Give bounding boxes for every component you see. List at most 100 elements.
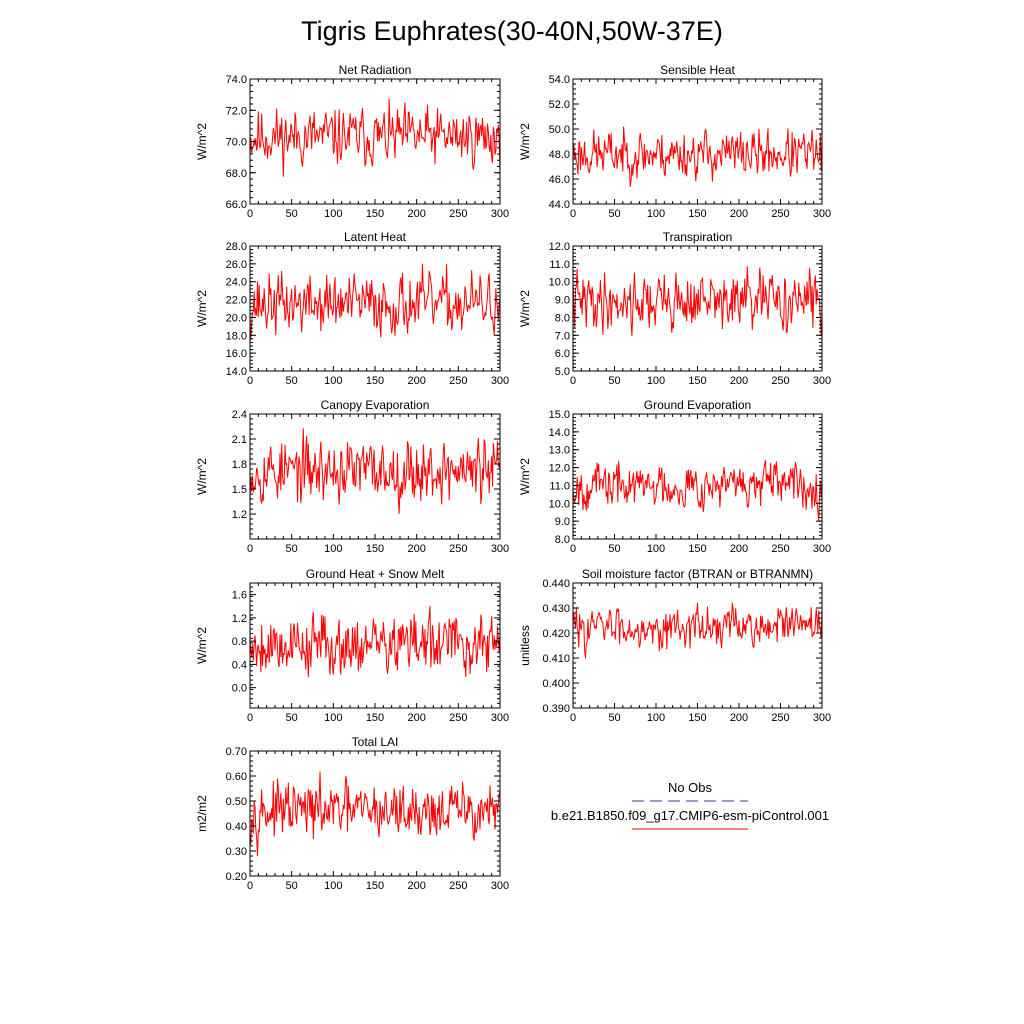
y-tick-label: 68.0 — [226, 168, 247, 180]
legend-model-label: b.e21.B1850.f09_g17.CMIP6-esm-piControl.… — [551, 808, 829, 823]
y-tick-label: 5.0 — [555, 366, 570, 378]
panel-title: Soil moisture factor (BTRAN or BTRANMN) — [582, 567, 813, 581]
y-tick-label: 1.8 — [232, 459, 247, 471]
chart-panel: 0 50 100 150 200 250 300 8.0 9.0 10.0 11.0 12.0 13.0… — [518, 398, 831, 555]
y-tick-label: 0.50 — [226, 796, 247, 808]
x-tick-label: 200 — [407, 880, 425, 892]
panel-title: Canopy Evaporation — [321, 398, 430, 412]
x-tick-label: 150 — [688, 712, 706, 724]
x-tick-label: 50 — [286, 880, 298, 892]
chart-panel: 0 50 100 150 200 250 300 0.20 0.30 0.40 0.50 0.60 0.… — [195, 735, 509, 892]
y-tick-label: 16.0 — [226, 348, 247, 360]
x-tick-label: 0 — [247, 208, 253, 220]
y-tick-label: 0.30 — [226, 846, 247, 858]
y-tick-label: 12.0 — [549, 241, 570, 253]
x-tick-label: 300 — [491, 543, 509, 555]
x-tick-label: 250 — [449, 880, 467, 892]
y-axis-label: W/m^2 — [195, 290, 209, 327]
y-tick-label: 1.2 — [232, 509, 247, 521]
series-line — [249, 428, 501, 514]
x-tick-label: 250 — [771, 712, 789, 724]
x-tick-label: 250 — [449, 208, 467, 220]
y-tick-label: 8.0 — [555, 312, 570, 324]
x-tick-label: 150 — [366, 375, 384, 387]
y-axis-label: m2/m2 — [195, 795, 209, 832]
y-tick-label: 66.0 — [226, 199, 247, 211]
x-tick-label: 100 — [647, 712, 665, 724]
y-tick-label: 20.0 — [226, 312, 247, 324]
chart-panel: 0 50 100 150 200 250 300 0.0 0.4 0.8 1.2 1.6 Ground … — [195, 567, 509, 724]
x-tick-label: 200 — [407, 712, 425, 724]
y-tick-label: 9.0 — [555, 516, 570, 528]
x-tick-label: 250 — [449, 712, 467, 724]
y-tick-label: 14.0 — [226, 366, 247, 378]
x-tick-label: 200 — [407, 208, 425, 220]
x-tick-label: 0 — [247, 543, 253, 555]
y-tick-label: 15.0 — [549, 409, 570, 421]
y-tick-label: 24.0 — [226, 277, 247, 289]
y-tick-label: 14.0 — [549, 427, 570, 439]
y-tick-label: 0.20 — [226, 871, 247, 883]
y-axis-label: W/m^2 — [195, 123, 209, 160]
series-line — [572, 126, 823, 188]
x-tick-label: 50 — [286, 375, 298, 387]
panel-title: Net Radiation — [339, 63, 412, 77]
y-tick-label: 2.4 — [232, 409, 247, 421]
x-tick-label: 0 — [570, 712, 576, 724]
x-tick-label: 100 — [647, 543, 665, 555]
x-tick-label: 50 — [286, 543, 298, 555]
x-tick-label: 150 — [366, 880, 384, 892]
y-tick-label: 0.40 — [226, 821, 247, 833]
y-tick-label: 52.0 — [549, 99, 570, 111]
x-tick-label: 150 — [366, 208, 384, 220]
y-tick-label: 74.0 — [226, 74, 247, 86]
x-tick-label: 300 — [813, 375, 831, 387]
y-tick-label: 0.430 — [542, 603, 570, 615]
x-tick-label: 300 — [813, 208, 831, 220]
x-tick-label: 150 — [688, 208, 706, 220]
x-tick-label: 150 — [366, 543, 384, 555]
chart-panel: 0 50 100 150 200 250 300 14.0 16.0 18.0 20.0 22.0 24… — [195, 230, 509, 387]
figure-title: Tigris Euphrates(30-40N,50W-37E) — [301, 16, 723, 46]
x-tick-label: 100 — [324, 543, 342, 555]
panel-title: Ground Heat + Snow Melt — [306, 567, 445, 581]
series-line — [572, 266, 823, 336]
x-tick-label: 300 — [491, 375, 509, 387]
x-tick-label: 0 — [247, 375, 253, 387]
y-tick-label: 6.0 — [555, 348, 570, 360]
panel-title: Latent Heat — [344, 230, 407, 244]
y-tick-label: 0.390 — [542, 703, 570, 715]
x-tick-label: 300 — [491, 712, 509, 724]
x-tick-label: 300 — [813, 543, 831, 555]
y-tick-label: 48.0 — [549, 149, 570, 161]
chart-panel: 0 50 100 150 200 250 300 0.390 0.400 0.410 0.420 0.… — [518, 567, 831, 724]
y-tick-label: 0.60 — [226, 771, 247, 783]
chart-panel: 0 50 100 150 200 250 300 66.0 68.0 70.0 72.0 74.0 Ne… — [195, 63, 509, 220]
x-tick-label: 100 — [647, 375, 665, 387]
chart-panel: 0 50 100 150 200 250 300 44.0 46.0 48.0 50.0 52.0 54… — [518, 63, 831, 220]
x-tick-label: 50 — [608, 375, 620, 387]
x-tick-label: 300 — [491, 208, 509, 220]
y-tick-label: 12.0 — [549, 463, 570, 475]
x-tick-label: 0 — [247, 712, 253, 724]
y-tick-label: 10.0 — [549, 277, 570, 289]
y-tick-label: 10.0 — [549, 498, 570, 510]
x-tick-label: 150 — [366, 712, 384, 724]
y-tick-label: 1.2 — [232, 613, 247, 625]
x-tick-label: 0 — [570, 543, 576, 555]
x-tick-label: 0 — [570, 208, 576, 220]
y-tick-label: 28.0 — [226, 241, 247, 253]
y-axis-label: W/m^2 — [518, 458, 532, 495]
x-tick-label: 50 — [608, 208, 620, 220]
x-tick-label: 50 — [286, 208, 298, 220]
y-tick-label: 0.0 — [232, 683, 247, 695]
panel-title: Ground Evaporation — [644, 398, 751, 412]
x-tick-label: 250 — [449, 543, 467, 555]
series-line — [572, 460, 823, 522]
x-tick-label: 200 — [730, 712, 748, 724]
x-tick-label: 250 — [771, 543, 789, 555]
x-tick-label: 100 — [647, 208, 665, 220]
y-tick-label: 9.0 — [555, 295, 570, 307]
y-tick-label: 26.0 — [226, 259, 247, 271]
x-tick-label: 200 — [730, 375, 748, 387]
